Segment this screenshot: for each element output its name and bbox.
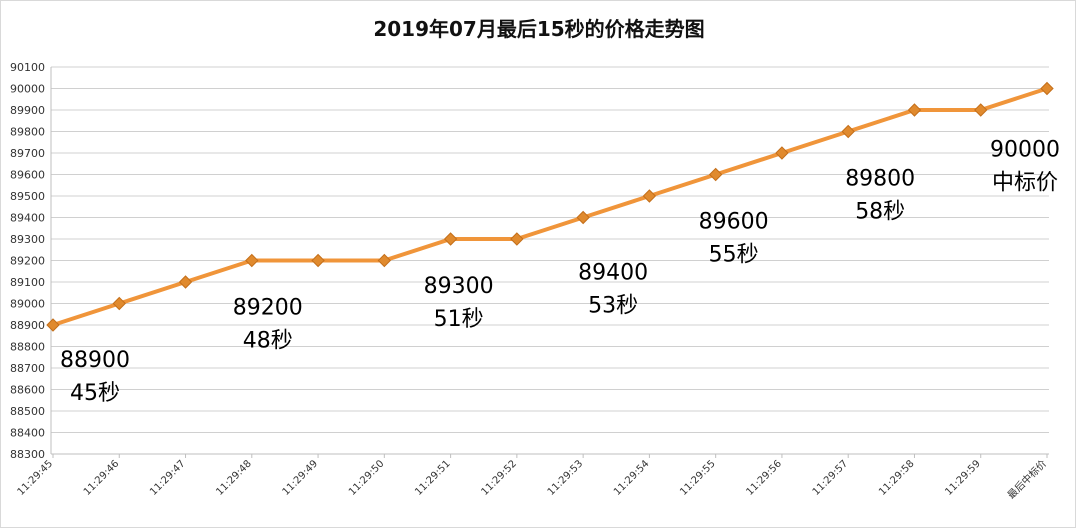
annotation-price: 90000 (990, 138, 1060, 163)
y-tick-label: 88900 (10, 319, 45, 332)
x-tick-label: 11:29:54 (612, 458, 652, 498)
y-tick-label: 89500 (10, 190, 45, 203)
x-tick-label: 11:29:49 (281, 458, 321, 498)
data-point (46, 318, 60, 332)
y-tick-label: 88400 (10, 427, 45, 440)
annotation-price: 89200 (233, 296, 303, 321)
y-tick-label: 89900 (10, 104, 45, 117)
y-tick-label: 89200 (10, 255, 45, 268)
data-point (377, 253, 392, 268)
data-points (46, 81, 1054, 332)
data-point (841, 124, 855, 139)
data-point (112, 296, 126, 311)
y-tick-label: 88500 (10, 405, 45, 418)
annotation-time: 51秒 (434, 307, 484, 332)
annotation-price: 88900 (60, 348, 130, 373)
y-tick-label: 88600 (10, 384, 45, 397)
data-point (178, 275, 193, 289)
annotation-time: 53秒 (588, 294, 638, 319)
data-point (642, 189, 657, 203)
annotation-price: 89600 (699, 210, 769, 235)
x-tick-label: 11:29:53 (546, 458, 586, 498)
x-tick-label: 11:29:59 (943, 458, 983, 498)
data-point (245, 253, 259, 268)
x-tick-label: 11:29:45 (16, 458, 56, 498)
x-tick-label: 最后中标价 (1005, 457, 1050, 502)
x-axis: 11:29:45 11:29:46 11:29:47 11:29:48 11:29:49… (16, 454, 1050, 502)
annotation-price: 89300 (424, 274, 494, 299)
series-line (52, 86, 1048, 327)
y-tick-label: 89800 (10, 126, 45, 139)
data-point (443, 232, 458, 246)
x-tick-label: 11:29:58 (877, 458, 917, 498)
data-point (708, 167, 723, 182)
data-point (775, 146, 789, 160)
data-point (576, 210, 590, 225)
x-tick-label: 11:29:50 (347, 458, 387, 498)
data-point (1040, 81, 1054, 96)
x-tick-label: 11:29:57 (811, 458, 851, 498)
y-tick-label: 90000 (10, 83, 45, 96)
y-tick-label: 89700 (10, 147, 45, 160)
x-tick-label: 11:29:56 (745, 458, 785, 498)
y-tick-label: 89600 (10, 169, 45, 182)
data-point (510, 232, 524, 246)
data-point (311, 253, 325, 268)
data-point (907, 103, 922, 117)
annotation-time: 45秒 (70, 381, 120, 406)
y-axis: 88300 88400 88500 88600 88700 88800 88900 89000… (10, 61, 45, 461)
x-tick-label: 11:29:46 (82, 458, 122, 498)
annotation-time: 55秒 (709, 243, 759, 268)
annotation-time: 48秒 (243, 329, 293, 354)
annotations: 88900 45秒 89200 48秒 89300 51秒 89400 53秒 89600 55秒… (60, 138, 1060, 407)
gridlines (51, 66, 1049, 455)
y-tick-label: 89000 (10, 298, 45, 311)
annotation-time: 中标价 (992, 171, 1058, 196)
y-tick-label: 88800 (10, 341, 45, 354)
y-tick-label: 88700 (10, 362, 45, 375)
y-tick-label: 88300 (10, 448, 45, 461)
chart-title: 2019年07月最后15秒的价格走势图 (373, 17, 705, 41)
annotation-time: 58秒 (855, 200, 905, 225)
x-tick-label: 11:29:51 (413, 458, 453, 498)
annotation-price: 89400 (578, 261, 648, 286)
y-tick-label: 90100 (10, 61, 45, 74)
x-tick-label: 11:29:55 (678, 458, 718, 498)
y-tick-label: 89400 (10, 212, 45, 225)
data-point (974, 103, 988, 117)
y-tick-label: 89100 (10, 276, 45, 289)
annotation-price: 89800 (845, 167, 915, 192)
y-tick-label: 89300 (10, 233, 45, 246)
x-tick-label: 11:29:47 (148, 458, 188, 498)
x-tick-label: 11:29:52 (479, 458, 519, 498)
x-tick-label: 11:29:48 (214, 458, 254, 498)
